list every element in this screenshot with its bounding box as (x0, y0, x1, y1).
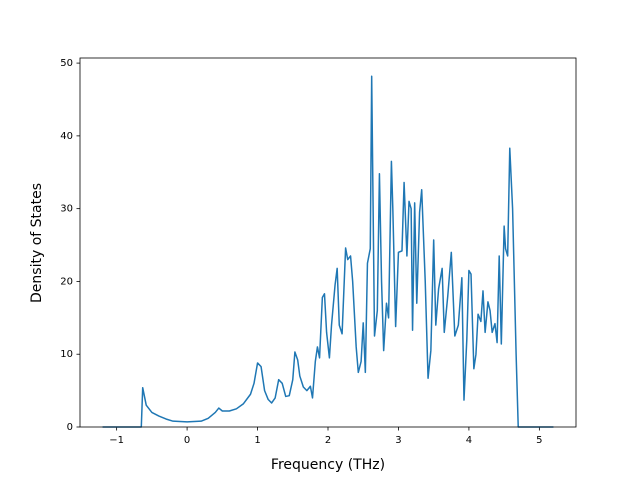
dos-line (102, 75, 554, 428)
x-tick-label: −1 (109, 435, 124, 446)
x-tick-label: 5 (536, 435, 542, 446)
y-tick-label: 30 (60, 204, 73, 215)
y-tick-label: 20 (60, 276, 73, 287)
x-tick-label: 3 (395, 435, 401, 446)
y-tick-label: 0 (67, 422, 73, 433)
y-tick-label: 40 (60, 131, 73, 142)
y-axis-label: Density of States (29, 183, 45, 303)
x-tick-label: 4 (466, 435, 472, 446)
x-tick-label: 0 (184, 435, 190, 446)
plot-frame (79, 57, 577, 428)
y-tick-label: 10 (60, 349, 73, 360)
y-tick-label: 50 (60, 58, 73, 69)
x-tick-label: 2 (325, 435, 331, 446)
x-tick-label: 1 (254, 435, 260, 446)
x-axis-label: Frequency (THz) (271, 457, 385, 473)
